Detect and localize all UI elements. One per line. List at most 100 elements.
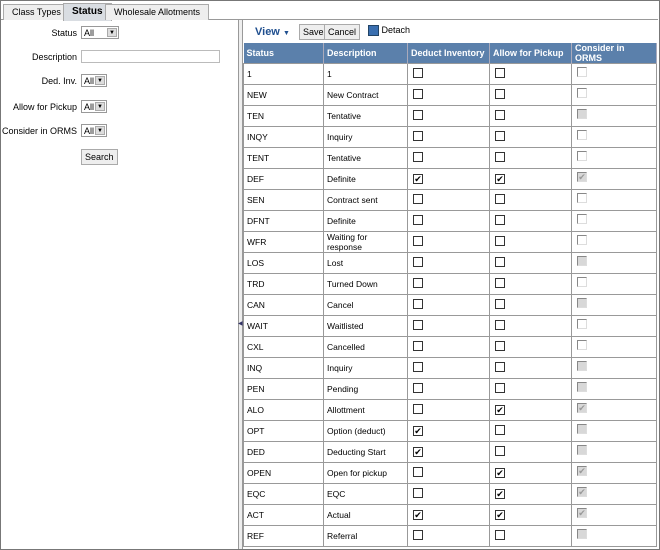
description-input[interactable] (81, 50, 220, 63)
allow-pickup-checkbox[interactable] (495, 257, 505, 267)
table-row[interactable]: WFR Waiting for response (243, 231, 657, 253)
deduct-inventory-checkbox[interactable] (413, 383, 423, 393)
search-button[interactable]: Search (81, 149, 118, 165)
col-status[interactable]: Status (243, 43, 324, 64)
allow-pickup-checkbox[interactable]: ✔ (495, 510, 505, 520)
deduct-inventory-checkbox[interactable]: ✔ (413, 447, 423, 457)
deduct-inventory-checkbox[interactable] (413, 467, 423, 477)
consider-orms-checkbox (577, 529, 587, 539)
deduct-inventory-checkbox[interactable] (413, 152, 423, 162)
orms-select[interactable]: All ▼ (81, 124, 107, 137)
allow-pickup-checkbox[interactable] (495, 236, 505, 246)
pickup-select[interactable]: All ▼ (81, 100, 107, 113)
table-row[interactable]: DEF Definite ✔ ✔ ✔ (243, 168, 657, 190)
table-row[interactable]: ACT Actual ✔ ✔ ✔ (243, 504, 657, 526)
allow-pickup-checkbox[interactable]: ✔ (495, 405, 505, 415)
deduct-inventory-checkbox[interactable] (413, 488, 423, 498)
table-row[interactable]: DED Deducting Start ✔ (243, 441, 657, 463)
table-row[interactable]: INQ Inquiry (243, 357, 657, 379)
table-row[interactable]: OPEN Open for pickup ✔ ✔ (243, 462, 657, 484)
deduct-inventory-checkbox[interactable] (413, 257, 423, 267)
deduct-inventory-checkbox[interactable] (413, 362, 423, 372)
table-row[interactable]: LOS Lost (243, 252, 657, 274)
deduct-inventory-checkbox[interactable] (413, 89, 423, 99)
col-allow-pickup[interactable]: Allow for Pickup (489, 43, 572, 64)
allow-pickup-checkbox[interactable] (495, 446, 505, 456)
pickup-cell (489, 441, 572, 463)
pickup-cell (489, 147, 572, 169)
deduct-inventory-checkbox[interactable] (413, 341, 423, 351)
detach-button[interactable]: Detach (368, 25, 410, 37)
ded-inv-value: All (84, 76, 95, 86)
view-menu[interactable]: View ▼ (255, 26, 290, 38)
deduct-inventory-checkbox[interactable] (413, 194, 423, 204)
allow-pickup-checkbox[interactable] (495, 68, 505, 78)
allow-pickup-checkbox[interactable]: ✔ (495, 174, 505, 184)
table-row[interactable]: INQY Inquiry (243, 126, 657, 148)
allow-pickup-checkbox[interactable] (495, 110, 505, 120)
deduct-cell (407, 189, 490, 211)
allow-pickup-checkbox[interactable] (495, 299, 505, 309)
deduct-inventory-checkbox[interactable] (413, 530, 423, 540)
table-row[interactable]: PEN Pending (243, 378, 657, 400)
table-row[interactable]: TENT Tentative (243, 147, 657, 169)
col-consider-orms[interactable]: Consider in ORMS (571, 43, 657, 64)
table-row[interactable]: SEN Contract sent (243, 189, 657, 211)
allow-pickup-checkbox[interactable] (495, 320, 505, 330)
tab-wholesale-allotments[interactable]: Wholesale Allotments (105, 4, 210, 20)
allow-pickup-checkbox[interactable]: ✔ (495, 489, 505, 499)
table-row[interactable]: OPT Option (deduct) ✔ (243, 420, 657, 442)
ded-inv-select[interactable]: All ▼ (81, 74, 107, 87)
table-row[interactable]: 1 1 (243, 63, 657, 85)
allow-pickup-checkbox[interactable] (495, 425, 505, 435)
splitter-handle[interactable]: ◀ (238, 20, 243, 549)
table-row[interactable]: TEN Tentative (243, 105, 657, 127)
deduct-inventory-checkbox[interactable] (413, 404, 423, 414)
allow-pickup-checkbox[interactable] (495, 278, 505, 288)
deduct-inventory-checkbox[interactable] (413, 131, 423, 141)
table-row[interactable]: CXL Cancelled (243, 336, 657, 358)
allow-pickup-checkbox[interactable] (495, 341, 505, 351)
collapse-arrow-icon[interactable]: ◀ (238, 321, 243, 327)
allow-pickup-checkbox[interactable] (495, 383, 505, 393)
tab-class-types[interactable]: Class Types (3, 4, 70, 20)
status-cell: PEN (243, 378, 324, 400)
allow-pickup-checkbox[interactable] (495, 89, 505, 99)
deduct-inventory-checkbox[interactable]: ✔ (413, 174, 423, 184)
pickup-cell: ✔ (489, 399, 572, 421)
deduct-inventory-checkbox[interactable] (413, 299, 423, 309)
status-cell: OPEN (243, 462, 324, 484)
description-cell: Open for pickup (323, 462, 408, 484)
allow-pickup-checkbox[interactable] (495, 530, 505, 540)
save-button[interactable]: Save (299, 24, 328, 40)
table-row[interactable]: DFNT Definite (243, 210, 657, 232)
deduct-inventory-checkbox[interactable] (413, 68, 423, 78)
table-row[interactable]: ALO Allottment ✔ ✔ (243, 399, 657, 421)
table-row[interactable]: EQC EQC ✔ ✔ (243, 483, 657, 505)
col-description[interactable]: Description (323, 43, 408, 64)
status-select[interactable]: All ▼ (81, 26, 119, 39)
cancel-button[interactable]: Cancel (324, 24, 361, 40)
pickup-cell (489, 63, 572, 85)
orms-cell (571, 315, 657, 337)
table-row[interactable]: CAN Cancel (243, 294, 657, 316)
allow-pickup-checkbox[interactable] (495, 362, 505, 372)
deduct-inventory-checkbox[interactable] (413, 278, 423, 288)
allow-pickup-checkbox[interactable] (495, 215, 505, 225)
deduct-inventory-checkbox[interactable] (413, 320, 423, 330)
deduct-inventory-checkbox[interactable]: ✔ (413, 510, 423, 520)
deduct-inventory-checkbox[interactable] (413, 110, 423, 120)
allow-pickup-checkbox[interactable] (495, 131, 505, 141)
table-row[interactable]: REF Referral (243, 525, 657, 547)
allow-pickup-checkbox[interactable] (495, 194, 505, 204)
deduct-inventory-checkbox[interactable] (413, 236, 423, 246)
pickup-cell (489, 294, 572, 316)
table-row[interactable]: WAIT Waitlisted (243, 315, 657, 337)
deduct-inventory-checkbox[interactable] (413, 215, 423, 225)
table-row[interactable]: TRD Turned Down (243, 273, 657, 295)
allow-pickup-checkbox[interactable]: ✔ (495, 468, 505, 478)
col-deduct-inventory[interactable]: Deduct Inventory (407, 43, 490, 64)
deduct-inventory-checkbox[interactable]: ✔ (413, 426, 423, 436)
table-row[interactable]: NEW New Contract (243, 84, 657, 106)
allow-pickup-checkbox[interactable] (495, 152, 505, 162)
